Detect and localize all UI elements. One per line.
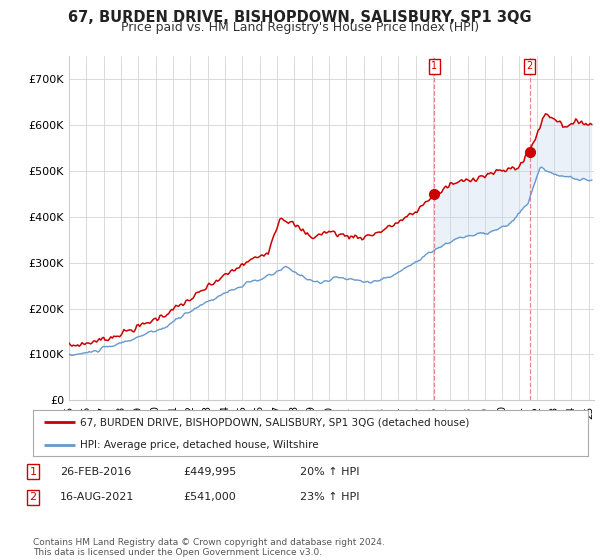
Text: £449,995: £449,995 xyxy=(183,466,236,477)
Text: 67, BURDEN DRIVE, BISHOPDOWN, SALISBURY, SP1 3QG (detached house): 67, BURDEN DRIVE, BISHOPDOWN, SALISBURY,… xyxy=(80,417,470,427)
Text: 2: 2 xyxy=(29,492,37,502)
Text: Contains HM Land Registry data © Crown copyright and database right 2024.
This d: Contains HM Land Registry data © Crown c… xyxy=(33,538,385,557)
Text: £541,000: £541,000 xyxy=(183,492,236,502)
Text: 1: 1 xyxy=(431,61,437,71)
Text: HPI: Average price, detached house, Wiltshire: HPI: Average price, detached house, Wilt… xyxy=(80,440,319,450)
Text: 67, BURDEN DRIVE, BISHOPDOWN, SALISBURY, SP1 3QG: 67, BURDEN DRIVE, BISHOPDOWN, SALISBURY,… xyxy=(68,10,532,25)
Text: 23% ↑ HPI: 23% ↑ HPI xyxy=(300,492,359,502)
Text: 26-FEB-2016: 26-FEB-2016 xyxy=(60,466,131,477)
Text: 1: 1 xyxy=(29,466,37,477)
Text: 2: 2 xyxy=(526,61,533,71)
Text: Price paid vs. HM Land Registry's House Price Index (HPI): Price paid vs. HM Land Registry's House … xyxy=(121,21,479,34)
Text: 20% ↑ HPI: 20% ↑ HPI xyxy=(300,466,359,477)
Text: 16-AUG-2021: 16-AUG-2021 xyxy=(60,492,134,502)
